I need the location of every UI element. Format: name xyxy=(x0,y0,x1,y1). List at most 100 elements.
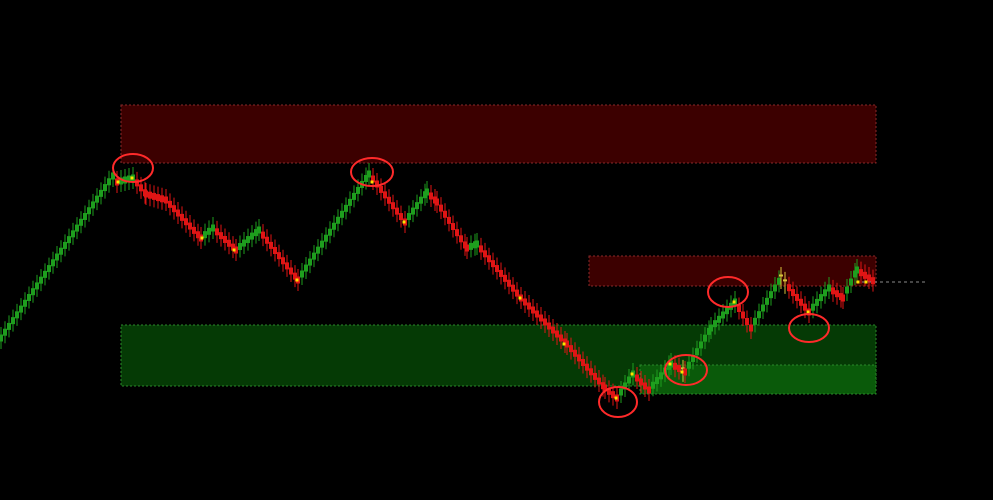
brick-120 xyxy=(465,244,469,252)
brick-181 xyxy=(699,341,703,349)
brick-200 xyxy=(773,284,777,292)
brick-3 xyxy=(11,317,15,325)
brick-74 xyxy=(289,267,293,275)
brick-169 xyxy=(655,377,659,385)
brick-39 xyxy=(152,192,156,200)
brick-21 xyxy=(83,213,87,220)
brick-201 xyxy=(777,277,781,285)
brick-216 xyxy=(835,290,839,298)
brick-131 xyxy=(507,279,511,287)
brick-10 xyxy=(39,276,43,284)
brick-55 xyxy=(215,228,219,236)
brick-161 xyxy=(623,382,627,390)
brick-70 xyxy=(273,247,277,255)
brick-205 xyxy=(791,289,795,297)
highlights-layer xyxy=(112,153,830,418)
brick-175 xyxy=(677,365,681,373)
brick-221 xyxy=(853,270,857,278)
brick-63 xyxy=(246,236,250,244)
brick-101 xyxy=(395,207,399,215)
signal-dot-2 xyxy=(200,236,204,240)
brick-226 xyxy=(871,277,875,285)
brick-143 xyxy=(555,330,559,338)
brick-202 xyxy=(779,274,783,277)
brick-28 xyxy=(111,172,115,180)
brick-106 xyxy=(415,202,419,210)
brick-109 xyxy=(425,188,429,196)
brick-124 xyxy=(479,245,483,253)
brick-61 xyxy=(238,243,242,251)
brick-34 xyxy=(135,179,139,187)
brick-35 xyxy=(139,184,143,192)
brick-87 xyxy=(340,210,344,218)
brick-213 xyxy=(823,289,827,297)
brick-152 xyxy=(589,368,593,376)
supply-zone-0 xyxy=(120,104,877,164)
brick-17 xyxy=(67,236,71,244)
brick-94 xyxy=(367,170,371,178)
brick-146 xyxy=(565,340,569,348)
signal-dot-11 xyxy=(668,362,672,366)
signal-dot-6 xyxy=(402,220,406,224)
signal-dot-8 xyxy=(562,342,566,346)
brick-167 xyxy=(647,386,651,394)
brick-82 xyxy=(320,240,324,248)
brick-26 xyxy=(103,184,107,192)
brick-144 xyxy=(559,334,563,342)
brick-14 xyxy=(55,253,59,261)
brick-178 xyxy=(687,361,691,369)
brick-104 xyxy=(407,213,411,221)
brick-43 xyxy=(168,200,172,208)
brick-147 xyxy=(569,345,573,353)
brick-225 xyxy=(867,274,871,282)
brick-1 xyxy=(3,328,7,336)
brick-110 xyxy=(429,192,433,200)
brick-102 xyxy=(399,213,403,221)
brick-97 xyxy=(379,185,383,193)
signal-dot-16 xyxy=(864,280,868,284)
signal-dot-4 xyxy=(295,278,299,282)
brick-85 xyxy=(332,222,336,230)
brick-188 xyxy=(725,307,729,315)
brick-48 xyxy=(188,222,192,230)
brick-2 xyxy=(7,322,11,330)
brick-47 xyxy=(184,218,188,226)
brick-198 xyxy=(765,297,769,305)
highlight-circle-5 xyxy=(788,313,830,343)
brick-4 xyxy=(15,311,19,319)
brick-114 xyxy=(443,210,447,218)
signal-dot-3 xyxy=(232,248,236,252)
brick-136 xyxy=(527,302,531,310)
brick-133 xyxy=(515,289,519,297)
brick-56 xyxy=(219,232,223,240)
brick-193 xyxy=(745,318,749,325)
brick-11 xyxy=(43,270,47,278)
brick-195 xyxy=(753,317,757,325)
signal-dot-12 xyxy=(680,370,684,374)
brick-139 xyxy=(539,314,543,322)
brick-148 xyxy=(573,349,577,357)
brick-86 xyxy=(336,216,340,224)
brick-91 xyxy=(356,186,360,194)
brick-53 xyxy=(207,227,211,235)
brick-84 xyxy=(328,228,332,236)
brick-211 xyxy=(815,298,819,306)
brick-165 xyxy=(639,378,643,386)
brick-185 xyxy=(713,320,717,328)
brick-66 xyxy=(257,226,261,234)
highlight-circle-4 xyxy=(707,276,749,308)
brick-138 xyxy=(535,310,539,318)
brick-95 xyxy=(371,175,375,183)
signal-dot-10 xyxy=(630,372,634,376)
brick-223 xyxy=(859,269,863,277)
brick-69 xyxy=(269,241,273,249)
brick-203 xyxy=(783,279,787,282)
brick-25 xyxy=(99,189,103,197)
brick-157 xyxy=(607,387,611,395)
brick-37 xyxy=(144,190,148,198)
brick-52 xyxy=(203,231,207,239)
brick-60 xyxy=(234,246,238,254)
brick-81 xyxy=(316,246,320,254)
brick-118 xyxy=(459,235,463,243)
